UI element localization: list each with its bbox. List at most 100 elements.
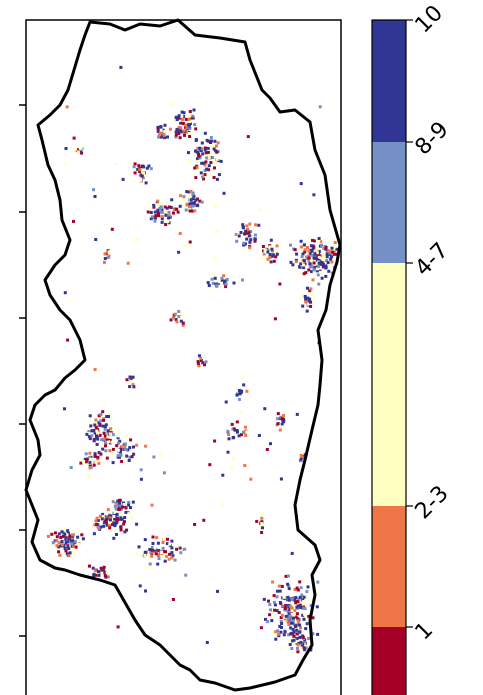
map-pixel <box>307 302 311 306</box>
map-pixel <box>311 238 314 242</box>
map-pixel <box>102 524 106 528</box>
map-pixel <box>115 444 119 448</box>
map-pixel <box>260 516 264 520</box>
map-pixel <box>253 239 257 243</box>
map-pixel <box>109 432 113 436</box>
map-pixel <box>291 263 295 267</box>
map-pixel <box>85 432 89 436</box>
map-pixel <box>92 532 96 536</box>
map-pixel <box>178 232 182 235</box>
map-pixel <box>292 596 296 600</box>
map-pixel <box>324 245 328 249</box>
map-pixel <box>233 431 237 435</box>
map-pixel <box>309 287 313 291</box>
map-pixel <box>303 248 307 252</box>
map-pixel <box>104 575 108 579</box>
map-pixel <box>70 535 74 538</box>
map-pixel <box>139 553 143 557</box>
map-pixel <box>116 499 120 503</box>
map-pixel <box>145 166 149 170</box>
map-pixel <box>131 500 135 504</box>
map-pixel <box>236 430 239 434</box>
map-pixel <box>129 379 133 383</box>
map-pixel <box>183 133 186 137</box>
map-pixel <box>203 173 207 177</box>
map-pixel <box>298 623 302 627</box>
map-pixel <box>72 544 76 548</box>
map-pixel <box>177 114 181 118</box>
map-pixel <box>280 422 284 426</box>
map-pixel <box>60 530 64 534</box>
map-pixel <box>264 617 267 621</box>
map-pixel <box>288 643 292 646</box>
map-pixel <box>141 176 145 180</box>
map-pixel <box>87 430 91 434</box>
map-pixel <box>295 637 299 641</box>
map-pixel <box>286 598 290 602</box>
map-pixel <box>132 385 136 389</box>
map-pixel <box>115 533 118 536</box>
map-pixel <box>115 162 118 166</box>
map-pixel <box>60 540 64 544</box>
map-pixel <box>123 444 127 448</box>
map-pixel <box>201 361 205 365</box>
map-pixel <box>135 443 139 447</box>
map-pixel <box>158 452 162 456</box>
map-pixel <box>306 286 309 290</box>
map-pixel <box>248 246 252 250</box>
map-pixel <box>272 594 276 598</box>
map-pixel <box>289 243 292 247</box>
map-pixel <box>275 595 279 599</box>
map-pixel <box>107 523 111 527</box>
map-pixel <box>293 608 297 612</box>
map-pixel <box>156 127 160 131</box>
map-pixel <box>100 517 104 521</box>
map-pixel <box>171 554 175 558</box>
map-pixel <box>320 259 324 263</box>
map-pixel <box>95 429 99 433</box>
map-pixel <box>234 233 238 236</box>
map-pixel <box>235 239 239 243</box>
map-pixel <box>325 255 329 259</box>
map-pixel <box>266 620 270 624</box>
map-pixel <box>222 191 226 195</box>
map-pixel <box>154 552 158 556</box>
map-pixel <box>266 257 270 261</box>
map-pixel <box>266 248 270 252</box>
map-pixel <box>307 259 311 263</box>
map-pixel <box>123 442 127 446</box>
map-pixel <box>67 547 71 551</box>
map-pixel <box>177 126 181 129</box>
map-pixel <box>157 214 161 218</box>
map-pixel <box>300 255 304 258</box>
map-pixel <box>66 544 70 548</box>
map-pixel <box>211 156 214 159</box>
map-pixel <box>96 457 100 461</box>
map-pixel <box>312 271 316 275</box>
map-pixel <box>181 117 185 121</box>
map-pixel <box>184 208 188 212</box>
map-pixel <box>177 116 181 120</box>
map-pixel <box>215 150 219 154</box>
map-pixel <box>282 420 286 424</box>
map-pixel <box>126 511 130 515</box>
map-pixel <box>130 516 134 520</box>
map-pixel <box>118 455 121 459</box>
map-pixel <box>304 595 308 599</box>
map-pixel <box>306 642 309 646</box>
map-pixel <box>207 168 211 172</box>
map-pixel <box>292 613 296 617</box>
map-pixel <box>335 247 339 251</box>
map-pixel <box>193 523 197 526</box>
map-pixel <box>92 439 96 443</box>
map-pixel <box>157 135 161 139</box>
map-pixel <box>275 252 279 256</box>
map-pixel <box>205 138 209 142</box>
map-pixel <box>282 595 286 599</box>
map-pixel <box>199 359 203 362</box>
map-pixel <box>65 105 69 109</box>
map-pixel <box>88 456 92 460</box>
map-pixel <box>322 247 326 250</box>
map-pixel <box>181 321 185 325</box>
map-pixel <box>128 446 132 450</box>
